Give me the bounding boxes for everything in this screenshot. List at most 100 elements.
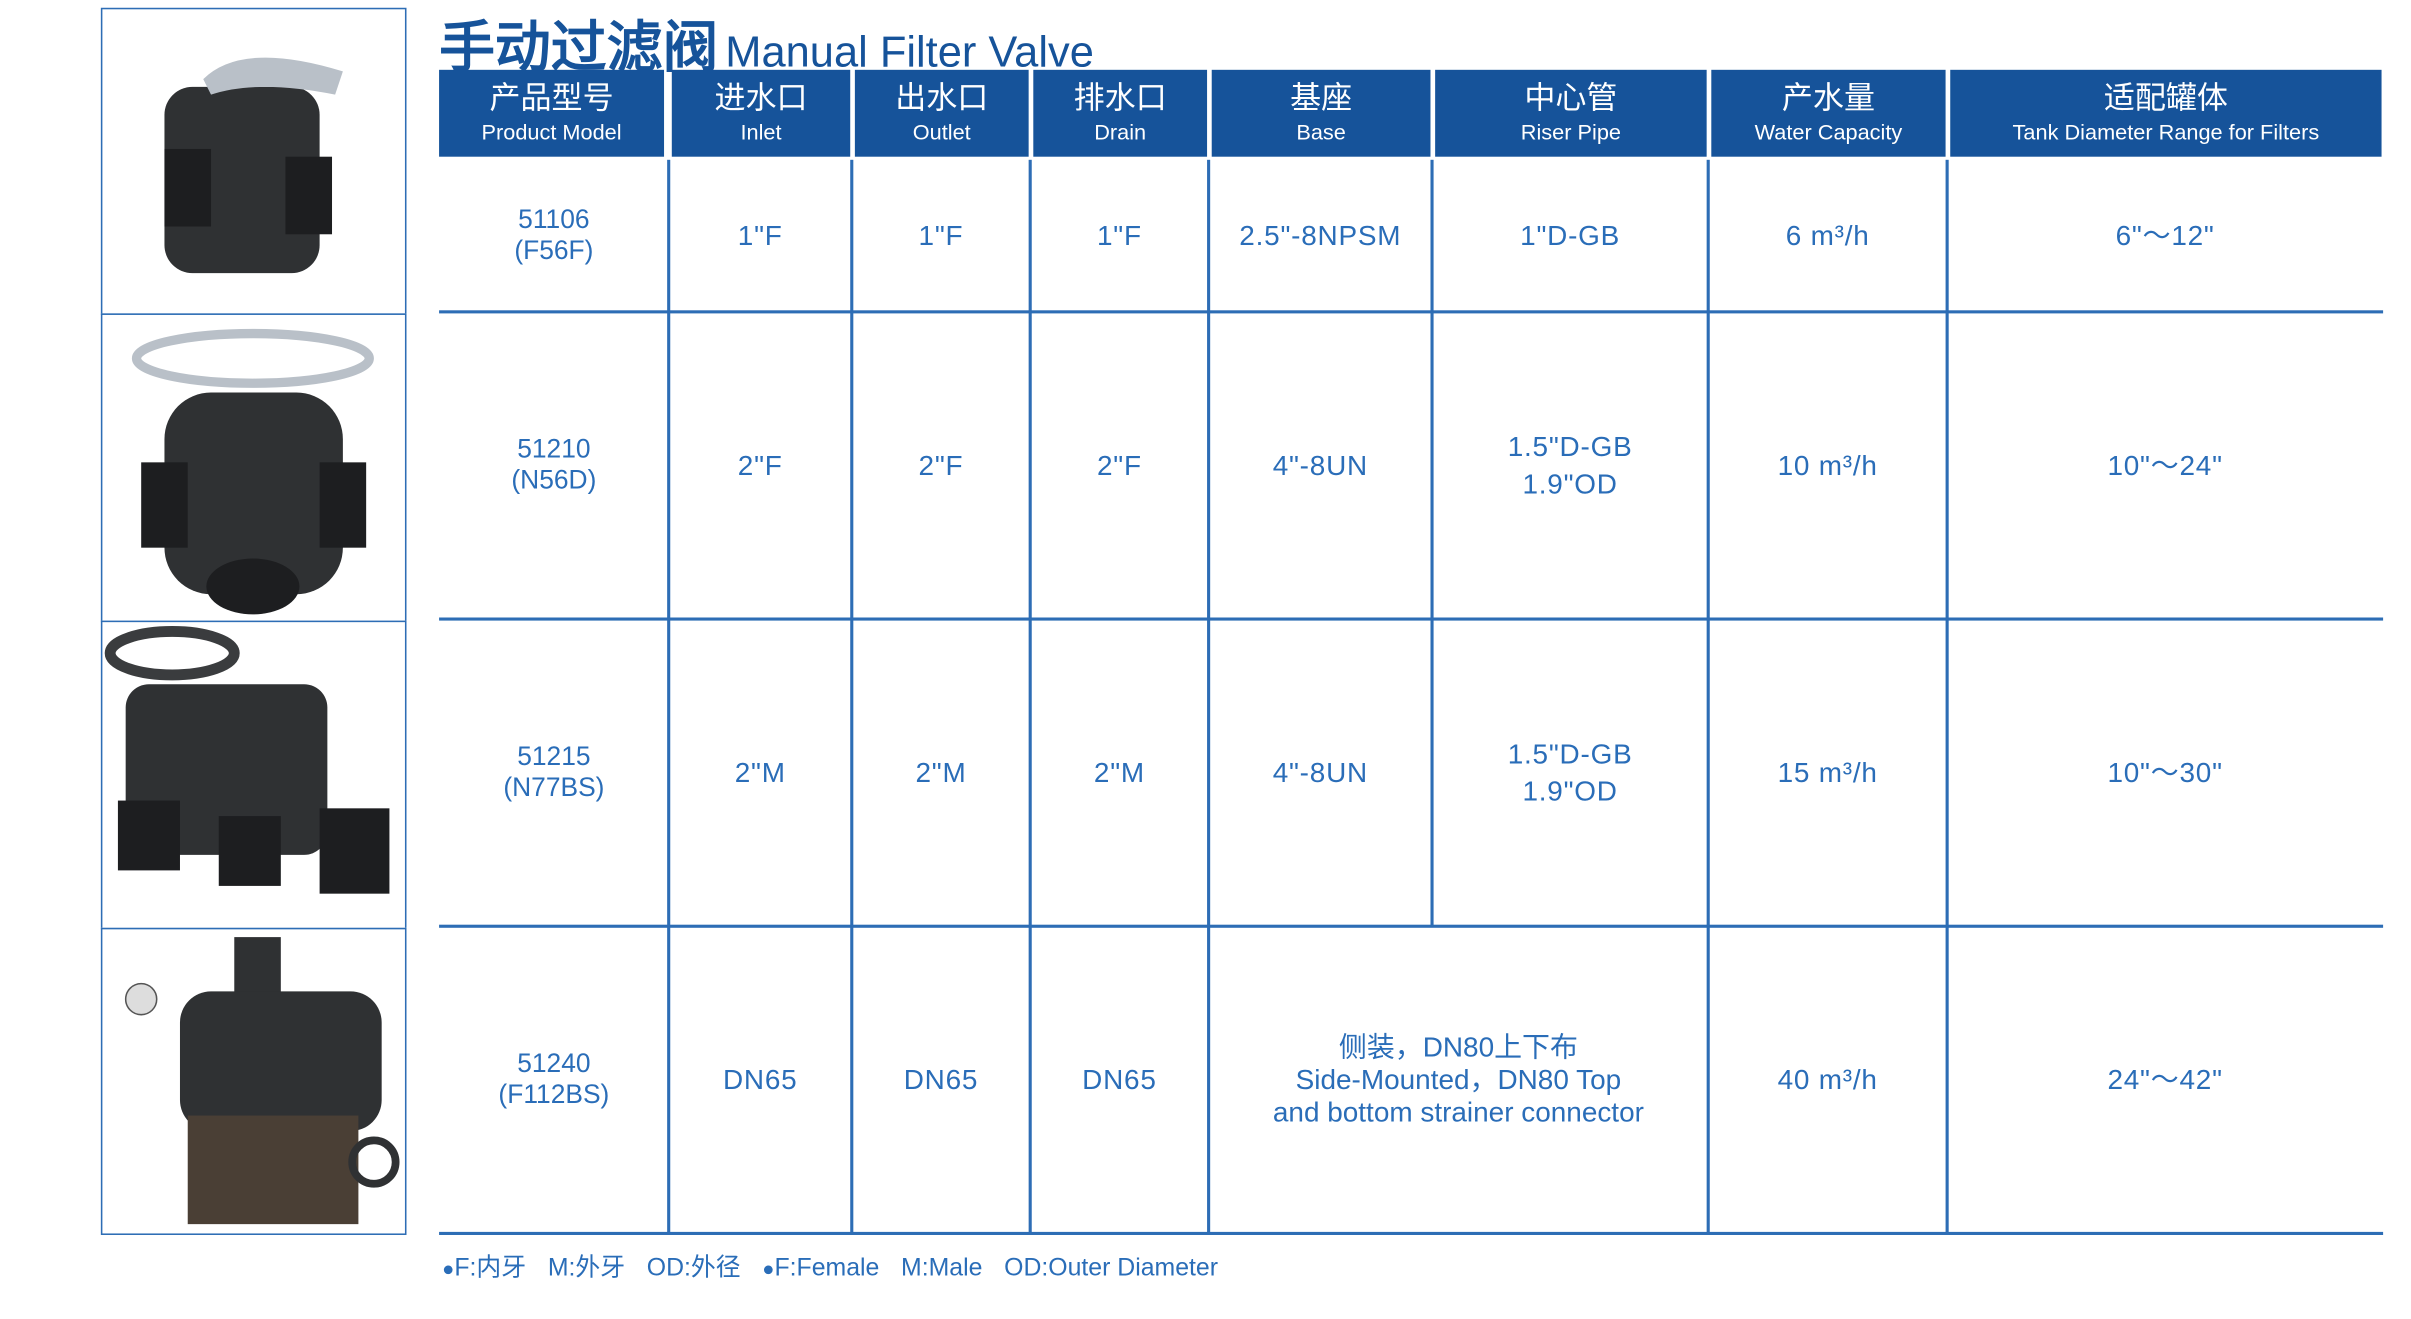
header-en: Inlet xyxy=(740,119,782,145)
header-en: Drain xyxy=(1094,119,1147,145)
model-text: (N77BS) xyxy=(503,772,605,803)
table-cell: 4"-8UN xyxy=(1209,619,1432,926)
table-cell: 6"～12" xyxy=(1947,160,2383,312)
cell-text: 2.5"-8NPSM xyxy=(1239,220,1402,252)
footnote-item: M:Male xyxy=(901,1255,983,1282)
column-line xyxy=(1207,619,1211,927)
bullet: ● xyxy=(762,1256,775,1280)
cell-text: 4"-8UN xyxy=(1272,449,1368,481)
table-cell: 15 m³/h xyxy=(1708,619,1947,926)
model-text: 51210 xyxy=(517,434,591,464)
cell-text: 10"～24" xyxy=(2107,449,2223,481)
table-cell: 1.5"D-GB 1.9"OD xyxy=(1432,619,1708,926)
header-cell: 中心管 Riser Pipe xyxy=(1435,69,1707,157)
model-text: (N56D) xyxy=(511,465,597,495)
column-line xyxy=(667,926,671,1234)
footnote: ●F:内牙 M:外牙 OD:外径 ●F:Female M:Male OD:Outer Di… xyxy=(442,1246,1240,1283)
cell-text: 1"F xyxy=(1096,220,1142,252)
model-text: 51106 xyxy=(518,204,590,235)
table-cell: 1"F xyxy=(1030,160,1208,312)
cell-text: 1"D-GB xyxy=(1520,220,1621,252)
column-line xyxy=(1945,159,1949,312)
cell-text: 1.9"OD xyxy=(1522,468,1618,500)
table-cell: 1"F xyxy=(669,160,852,312)
header-en: Water Capacity xyxy=(1754,119,1903,145)
cell-text: DN65 xyxy=(1082,1064,1157,1096)
table-cell: 4"-8UN xyxy=(1209,312,1432,619)
table-cell: 1"F xyxy=(852,160,1030,312)
cell-text: 1"F xyxy=(737,220,783,252)
model-cell: 51106 (F56F) xyxy=(439,160,669,312)
row-line xyxy=(439,924,2384,928)
cell-text: 24"～42" xyxy=(2107,1064,2223,1096)
cell-text: DN65 xyxy=(903,1064,979,1096)
cell-text: 1"F xyxy=(918,220,964,252)
column-line xyxy=(1945,311,1949,620)
model-text: 51215 xyxy=(517,741,591,772)
cell-text: 侧装，DN80上下布 xyxy=(1338,1030,1578,1063)
table-cell: 6 m³/h xyxy=(1708,160,1947,312)
cell-text: 1.5"D-GB xyxy=(1507,738,1633,770)
header-cell: 出水口 Outlet xyxy=(854,69,1029,157)
cell-text: 15 m³/h xyxy=(1777,757,1878,789)
title: 手动过滤阀 Manual Filter Valve xyxy=(439,3,1094,84)
header-zh: 进水口 xyxy=(714,82,808,117)
header-cell: 适配罐体 Tank Diameter Range for Filters xyxy=(1950,69,2382,157)
header-cell: 产水量 Water Capacity xyxy=(1711,69,1946,157)
row-line xyxy=(439,617,2384,621)
cell-text: DN65 xyxy=(722,1064,798,1096)
table-cell: 2"F xyxy=(1030,312,1208,619)
header-zh: 产水量 xyxy=(1781,82,1875,117)
table-cell: 40 m³/h xyxy=(1708,926,1947,1233)
header-cell: 进水口 Inlet xyxy=(671,69,851,157)
table-cell: 10 m³/h xyxy=(1708,312,1947,619)
title-en: Manual Filter Valve xyxy=(725,27,1094,77)
product-image xyxy=(100,313,407,623)
cell-text: 1.5"D-GB xyxy=(1507,431,1633,463)
model-text: (F56F) xyxy=(514,235,594,266)
table-cell: 侧装，DN80上下布 Side-Mounted，DN80 Top and botto… xyxy=(1209,926,1709,1233)
header-en: Base xyxy=(1296,119,1346,145)
table-cell: 2"F xyxy=(669,312,852,619)
table-cell: 2"M xyxy=(852,619,1030,926)
model-text: (F112BS) xyxy=(498,1079,610,1110)
column-line xyxy=(1028,619,1032,927)
table-cell: DN65 xyxy=(1030,926,1208,1233)
column-line xyxy=(1028,926,1032,1234)
header-zh: 产品型号 xyxy=(489,82,614,117)
row-line xyxy=(439,1231,2384,1235)
cell-text: 10"～30" xyxy=(2107,757,2223,789)
header-cell: 产品型号 Product Model xyxy=(439,69,665,157)
header-cell: 排水口 Drain xyxy=(1033,69,1208,157)
column-line xyxy=(1028,311,1032,620)
header-cell: 基座 Base xyxy=(1211,69,1431,157)
table-cell: 1"D-GB xyxy=(1432,160,1708,312)
cell-text: 2"M xyxy=(1093,757,1145,789)
table-cell: 2"F xyxy=(852,312,1030,619)
bullet: ● xyxy=(442,1256,455,1280)
footnote-item: F:内牙 xyxy=(454,1255,527,1282)
column-line xyxy=(667,159,671,312)
footnote-item: M:外牙 xyxy=(547,1255,626,1282)
header-zh: 适配罐体 xyxy=(2103,82,2228,117)
table-cell: 24"～42" xyxy=(1947,926,2383,1233)
table-cell: 2.5"-8NPSM xyxy=(1209,160,1432,312)
column-line xyxy=(1706,619,1710,927)
column-line xyxy=(850,619,854,927)
cell-text: 2"M xyxy=(915,757,967,789)
column-line xyxy=(1706,926,1710,1234)
column-line xyxy=(1430,311,1434,620)
table-cell: 10"～30" xyxy=(1947,619,2383,926)
header-en: Product Model xyxy=(481,119,622,145)
table-cell: 2"M xyxy=(669,619,852,926)
cell-text: 2"F xyxy=(737,449,783,481)
footnote-item: OD:外径 xyxy=(646,1255,741,1282)
model-cell: 51215 (N77BS) xyxy=(439,619,669,926)
cell-text: 1.9"OD xyxy=(1522,775,1618,807)
column-line xyxy=(850,926,854,1234)
table-cell: 10"～24" xyxy=(1947,312,2383,619)
column-line xyxy=(667,311,671,620)
header-zh: 出水口 xyxy=(895,82,989,117)
product-image xyxy=(100,620,407,930)
